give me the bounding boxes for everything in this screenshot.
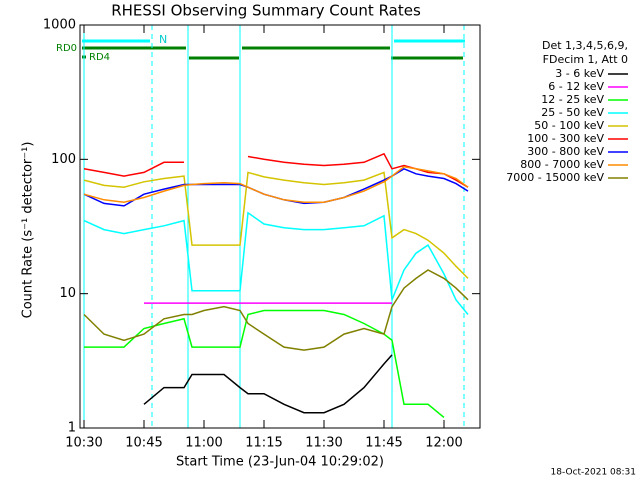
y-axis-label: Count Rate (s⁻¹ detector⁻¹): [21, 142, 36, 319]
series-line: [84, 309, 445, 418]
series-line: [83, 166, 469, 203]
y-tick-label: 1000: [43, 18, 76, 33]
legend-label: 800 - 7000 keV: [520, 158, 604, 171]
legend-label: 50 - 100 keV: [534, 119, 604, 132]
annotation: RD0: [56, 43, 77, 54]
legend-label: 12 - 25 keV: [541, 93, 604, 106]
x-tick-label: 11:00: [185, 436, 222, 451]
series-line: [83, 211, 469, 315]
legend-label: 7000 - 15000 keV: [506, 171, 604, 184]
x-tick-label: 11:45: [365, 436, 402, 451]
x-tick-label: 11:30: [305, 436, 342, 451]
legend-label: 300 - 800 keV: [527, 145, 604, 158]
x-tick-label: 10:30: [65, 436, 102, 451]
annotation: RD4: [89, 52, 110, 63]
legend-label: 100 - 300 keV: [527, 132, 604, 145]
x-tick-label: 12:00: [425, 436, 462, 451]
annotation: N: [159, 33, 167, 46]
y-tick-label: 100: [51, 152, 76, 167]
series-line: [143, 354, 393, 414]
plot-frame: [79, 24, 481, 429]
series-line: [83, 171, 469, 279]
chart-title: RHESSI Observing Summary Count Rates: [111, 2, 421, 20]
series-line: [83, 269, 469, 351]
y-tick-label: 10: [59, 286, 76, 301]
legend-header: FDecim 1, Att 0: [543, 53, 628, 66]
x-tick-label: 10:45: [125, 436, 162, 451]
y-tick-label: 1: [68, 421, 76, 436]
footer: 18-Oct-2021 08:31: [551, 468, 636, 478]
legend-label: 25 - 50 keV: [541, 106, 604, 119]
legend-label: 6 - 12 keV: [548, 80, 604, 93]
legend-label: 3 - 6 keV: [555, 67, 604, 80]
legend-header: Det 1,3,4,5,6,9,: [542, 39, 628, 52]
x-axis-label: Start Time (23-Jun-04 10:29:02): [176, 455, 384, 470]
x-tick-label: 11:15: [245, 436, 282, 451]
